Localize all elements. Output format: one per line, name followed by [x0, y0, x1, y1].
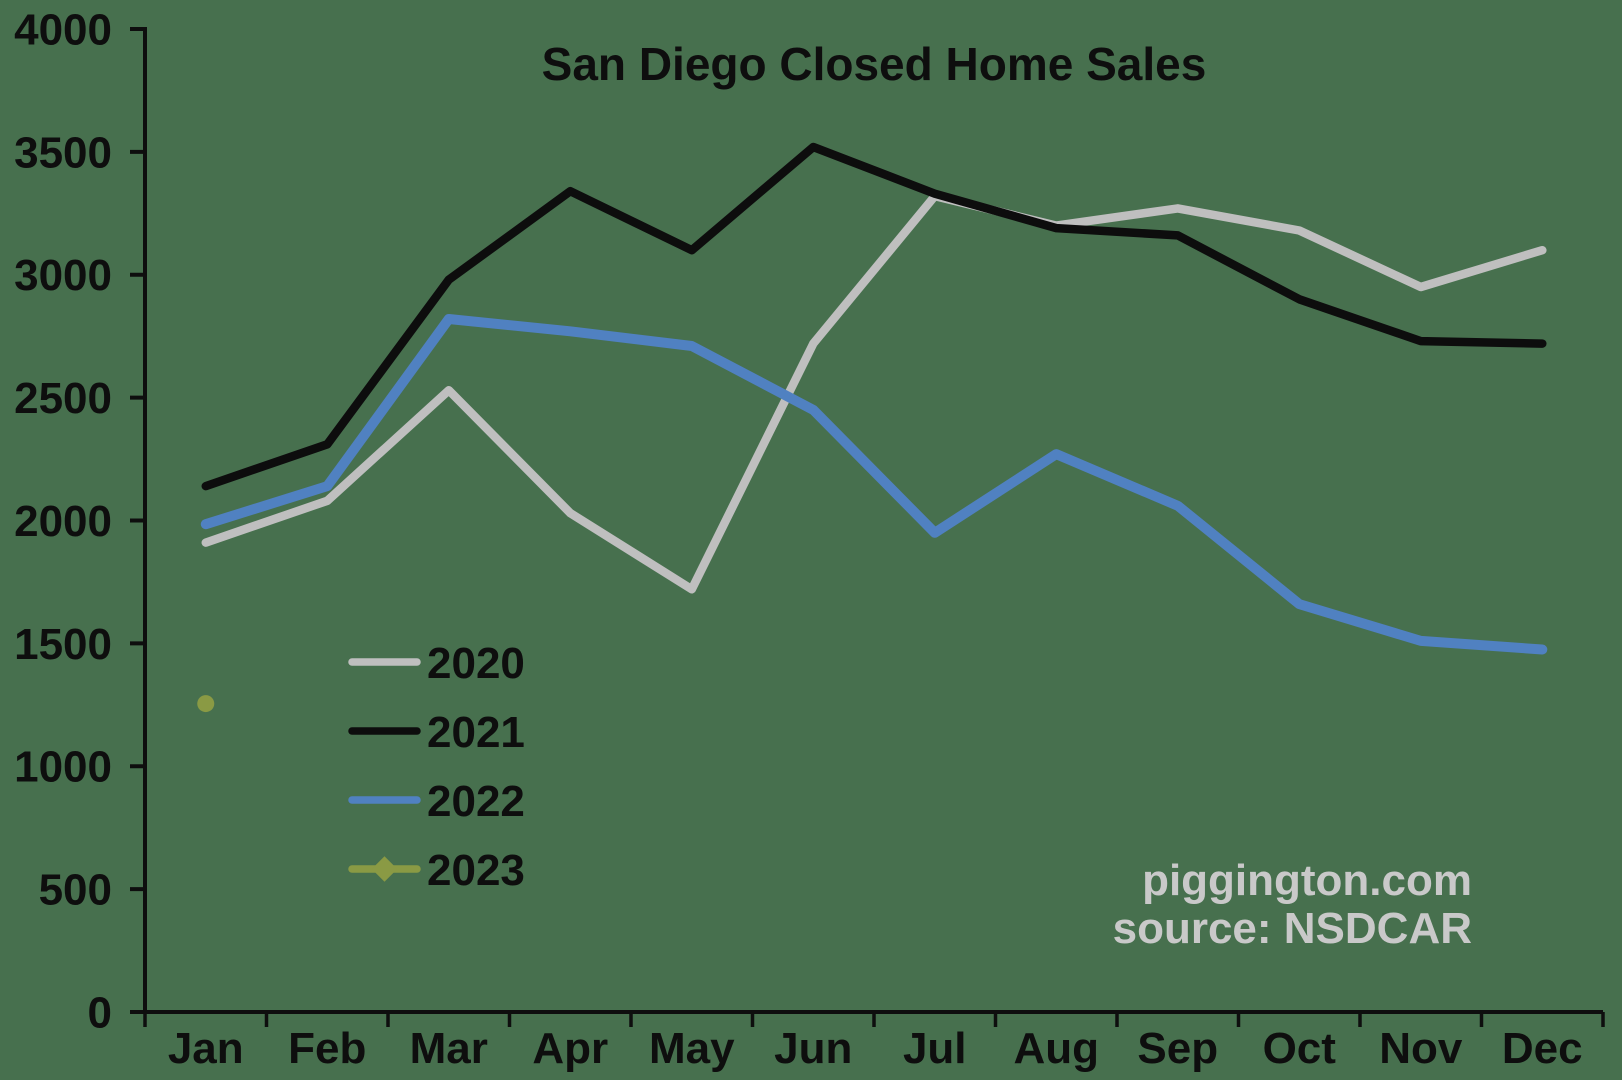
watermark-site: piggington.com [1142, 856, 1472, 905]
x-axis-label-oct: Oct [1263, 1024, 1337, 1073]
series-line-2021 [201, 142, 1547, 491]
x-axis-label-may: May [649, 1024, 735, 1073]
legend-label-2023: 2023 [427, 846, 525, 895]
legend-item-2022: 2022 [348, 777, 525, 826]
x-axis-label-feb: Feb [288, 1024, 366, 1073]
legend-item-2020: 2020 [348, 639, 525, 688]
y-tick-label: 500 [39, 866, 112, 915]
x-axis-label-dec: Dec [1502, 1024, 1583, 1073]
watermark-source: source: NSDCAR [1113, 904, 1472, 953]
series-point-2023 [197, 695, 215, 713]
x-axis-label-jun: Jun [774, 1024, 852, 1073]
series-layer [197, 142, 1548, 713]
series-line-2020 [201, 191, 1547, 594]
y-tick-label: 1500 [14, 620, 112, 669]
y-tick-label: 0 [88, 988, 112, 1037]
x-axis-label-jan: Jan [168, 1024, 244, 1073]
legend-label-2020: 2020 [427, 639, 525, 688]
legend-marker-2023 [371, 856, 398, 882]
legend: 2020 2021 2022 2023 [348, 639, 525, 895]
x-axis-label-apr: Apr [532, 1024, 608, 1073]
y-tick-label: 2500 [14, 374, 112, 423]
legend-item-2023: 2023 [348, 846, 525, 895]
chart-title: San Diego Closed Home Sales [542, 38, 1207, 90]
axes-layer: 0 500 1000 1500 2000 2500 3000 3500 4000 Jan Feb Ma… [14, 5, 1605, 1073]
x-axis-label-mar: Mar [410, 1024, 488, 1073]
y-tick-label: 4000 [14, 5, 112, 54]
y-tick-label: 3000 [14, 251, 112, 300]
y-tick-label: 1000 [14, 743, 112, 792]
x-axis-label-aug: Aug [1013, 1024, 1099, 1073]
legend-label-2021: 2021 [427, 708, 525, 757]
legend-label-2022: 2022 [427, 777, 525, 826]
x-axis-label-sep: Sep [1137, 1024, 1218, 1073]
x-axis-label-nov: Nov [1379, 1024, 1463, 1073]
y-tick-label: 2000 [14, 497, 112, 546]
y-tick-label: 3500 [14, 128, 112, 177]
series-line-2022 [200, 314, 1548, 655]
legend-item-2021: 2021 [348, 708, 525, 757]
watermark: piggington.com source: NSDCAR [1113, 856, 1472, 953]
x-axis-label-jul: Jul [903, 1024, 967, 1073]
